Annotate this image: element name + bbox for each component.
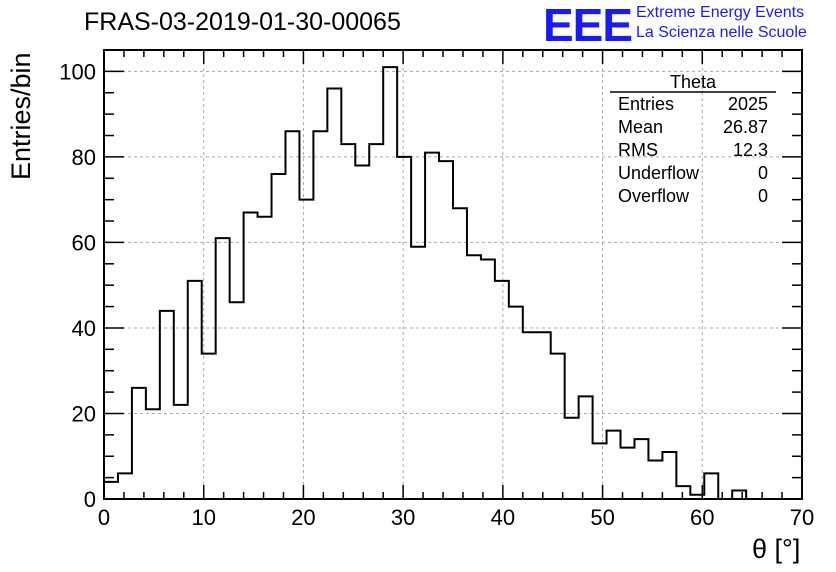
histogram-bin [439,161,453,499]
histogram-bin [216,238,230,499]
y-tick-label: 100 [59,59,96,84]
histogram-bin [258,217,272,499]
histogram-bin [285,131,299,499]
histogram-bin [272,174,286,499]
histogram-bin [104,482,118,499]
x-tick-label: 60 [690,505,714,530]
stats-label: Entries [618,94,674,114]
logo-mark: EEE [543,0,633,51]
histogram-bin [313,131,327,499]
histogram-bin [299,200,313,499]
x-tick-label: 0 [98,505,110,530]
histogram-bin [662,452,676,499]
x-tick-label: 10 [191,505,215,530]
plot-frame [103,49,803,500]
histogram-bin [411,247,425,499]
stats-value: 0 [758,163,768,183]
histogram-bin [593,443,607,499]
stats-value: 26.87 [723,117,768,137]
histogram-bin [453,208,467,499]
histogram-bin [425,153,439,499]
y-tick-label: 20 [72,401,96,426]
x-tick-label: 50 [590,505,614,530]
histogram-bin [369,144,383,499]
histogram-step-line [103,66,802,500]
y-tick-label: 60 [72,230,96,255]
histogram-bin [537,332,551,499]
x-axis-label: θ [°] [752,534,801,564]
histogram-bin [188,281,202,499]
histogram-bin [146,409,160,499]
histogram-bin [160,311,174,499]
logo-subtitle-1: Extreme Energy Events [636,4,805,21]
histogram-bin [551,354,565,499]
axis-ticks [103,49,803,500]
histogram-bin [132,388,146,499]
histogram-bin [244,212,258,499]
histogram-bin [565,418,579,499]
histogram-bin [230,302,244,499]
histogram-bin [481,260,495,499]
histogram-bin [467,255,481,499]
histogram-bin [174,405,188,499]
y-tick-label: 40 [72,316,96,341]
histogram-bin [118,473,132,499]
x-tick-label: 30 [391,505,415,530]
histogram-bin [341,144,355,499]
stats-value: 12.3 [733,140,768,160]
y-tick-label: 0 [84,487,96,512]
histogram-bin [327,88,341,499]
eee-logo: EEE [543,0,633,51]
stats-label: Overflow [618,186,690,206]
y-tick-label: 80 [72,145,96,170]
x-tick-label: 20 [291,505,315,530]
page-title: FRAS-03-2019-01-30-00065 [84,8,401,36]
stats-value: 2025 [728,94,768,114]
histogram-bin [648,461,662,499]
grid-lines [104,50,802,499]
tick-labels: 0 10 20 30 40 50 60 70 0 20 40 60 80 100 [59,59,814,530]
stats-title: Theta [670,72,717,92]
histogram-bin [704,473,718,499]
histogram-bin [523,332,537,499]
stats-label: RMS [618,140,658,160]
histogram-bin [355,165,369,499]
stats-value: 0 [758,186,768,206]
logo-subtitle-2: La Scienza nelle Scuole [636,24,807,41]
histogram-bin [732,490,746,499]
stats-label: Underflow [618,163,700,183]
histogram-bin [634,439,648,499]
histogram-bin [621,448,635,499]
histogram-bin [579,396,593,499]
x-tick-label: 70 [790,505,814,530]
stats-label: Mean [618,117,663,137]
histogram-bin [383,67,397,499]
histogram-bin [495,281,509,499]
histogram-bin [509,307,523,499]
histogram-bin [607,431,621,499]
histogram-bin [676,486,690,499]
x-tick-label: 40 [491,505,515,530]
